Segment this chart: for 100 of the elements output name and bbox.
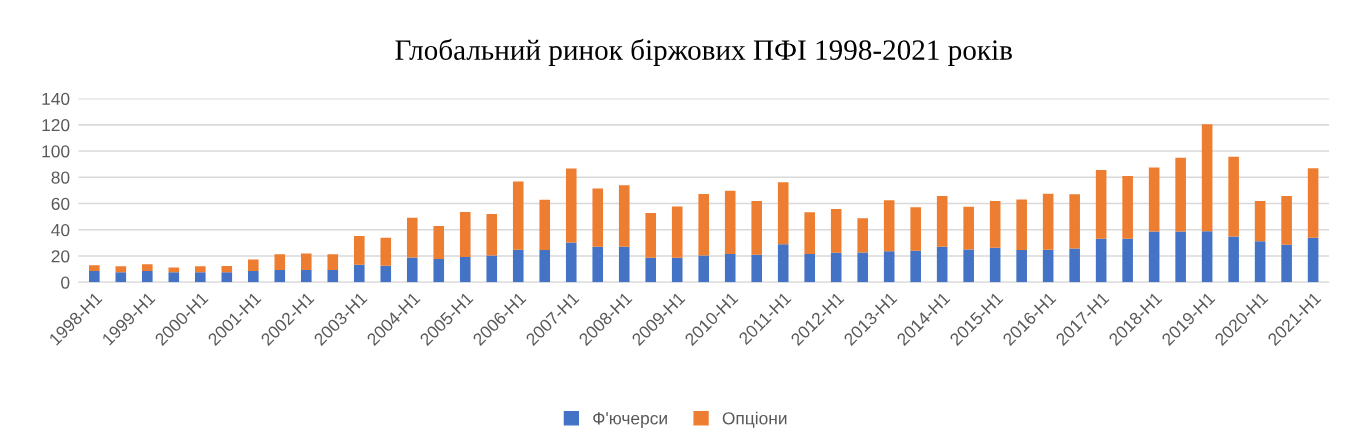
bar: [1228, 236, 1239, 283]
bar: [486, 213, 498, 256]
bar: [195, 272, 206, 283]
bar: [142, 271, 153, 283]
bar: [512, 249, 524, 283]
bar: [883, 251, 895, 283]
bar: [89, 271, 100, 283]
bar: [1228, 156, 1239, 237]
bar: [698, 255, 710, 283]
bar: [724, 190, 736, 254]
bar: [300, 270, 312, 283]
bar: [380, 265, 392, 283]
bar: [1281, 244, 1292, 283]
bar: [1201, 124, 1213, 232]
bar: [1148, 167, 1160, 232]
bar: [433, 258, 445, 283]
y-tick-label: 0: [61, 276, 70, 289]
bar: [618, 246, 630, 283]
bar: [1281, 196, 1292, 245]
bar: [512, 181, 524, 250]
bar: [168, 267, 180, 273]
bar: [274, 270, 286, 283]
bar: [221, 272, 233, 283]
legend-label: Опціони: [722, 411, 787, 428]
bar: [989, 247, 1001, 283]
bar: [1254, 201, 1266, 242]
bar: [1307, 237, 1319, 283]
y-tick-label: 60: [51, 197, 70, 210]
bar: [1148, 231, 1160, 283]
bar: [857, 252, 868, 283]
bar: [883, 200, 895, 252]
bar: [936, 196, 948, 247]
bar: [804, 253, 815, 283]
bar: [645, 257, 657, 283]
y-tick-label: 120: [42, 118, 70, 132]
bar: [671, 257, 683, 283]
bar: [1095, 169, 1107, 239]
bar: [300, 253, 312, 271]
bar: [1175, 157, 1186, 232]
y-tick-label: 80: [51, 171, 70, 184]
bar: [274, 254, 286, 271]
bar: [751, 201, 763, 255]
bar: [857, 218, 868, 253]
bar: [777, 182, 789, 245]
bar: [698, 193, 710, 256]
bar: [1122, 176, 1133, 239]
bar: [327, 254, 339, 271]
bar: [247, 259, 259, 272]
bar: [565, 168, 577, 243]
bar: [247, 271, 259, 283]
bar: [195, 266, 206, 273]
bar: [115, 272, 127, 283]
bar: [963, 206, 974, 250]
bar: [1042, 193, 1054, 250]
y-tick-label: 100: [42, 145, 70, 158]
bar: [353, 264, 365, 283]
bar: [486, 255, 498, 283]
bar: [592, 188, 604, 247]
bar: [1095, 238, 1107, 283]
bar: [406, 217, 418, 258]
bar: [724, 253, 736, 283]
bar: [1042, 249, 1054, 283]
bar: [1069, 194, 1080, 249]
bar: [380, 237, 392, 266]
bar: [1175, 231, 1186, 283]
bar: [751, 254, 763, 283]
bar: [910, 207, 921, 251]
bar: [989, 201, 1001, 248]
chart-title: Глобальний ринок біржових ПФІ 1998-2021 років: [395, 38, 1012, 66]
bar: [910, 250, 921, 283]
bar: [963, 249, 974, 283]
bar: [168, 272, 180, 283]
bar: [804, 212, 815, 254]
bar: [539, 250, 551, 283]
y-tick-label: 20: [51, 250, 70, 263]
bar: [618, 185, 630, 247]
bar: [1201, 231, 1213, 283]
y-tick-label: 40: [51, 223, 70, 237]
bar: [1069, 248, 1080, 283]
legend-label: Ф'ючерси: [593, 412, 667, 428]
bar: [671, 206, 683, 258]
bar: [592, 246, 604, 283]
bar: [1307, 168, 1319, 238]
bar: [565, 242, 577, 283]
bar: [433, 226, 445, 259]
bar: [89, 265, 100, 272]
bar: [1254, 241, 1266, 283]
bar: [539, 199, 551, 251]
bar: [221, 265, 233, 273]
bar: [645, 212, 657, 258]
bar: [142, 264, 153, 272]
bar: [115, 266, 127, 273]
bar: [830, 252, 842, 283]
bar: [406, 257, 418, 283]
y-tick-label: 140: [42, 92, 70, 106]
bar: [327, 270, 339, 283]
bar: [1016, 199, 1027, 251]
bar: [936, 246, 948, 283]
bar: [777, 244, 789, 283]
bar: [1122, 238, 1133, 283]
